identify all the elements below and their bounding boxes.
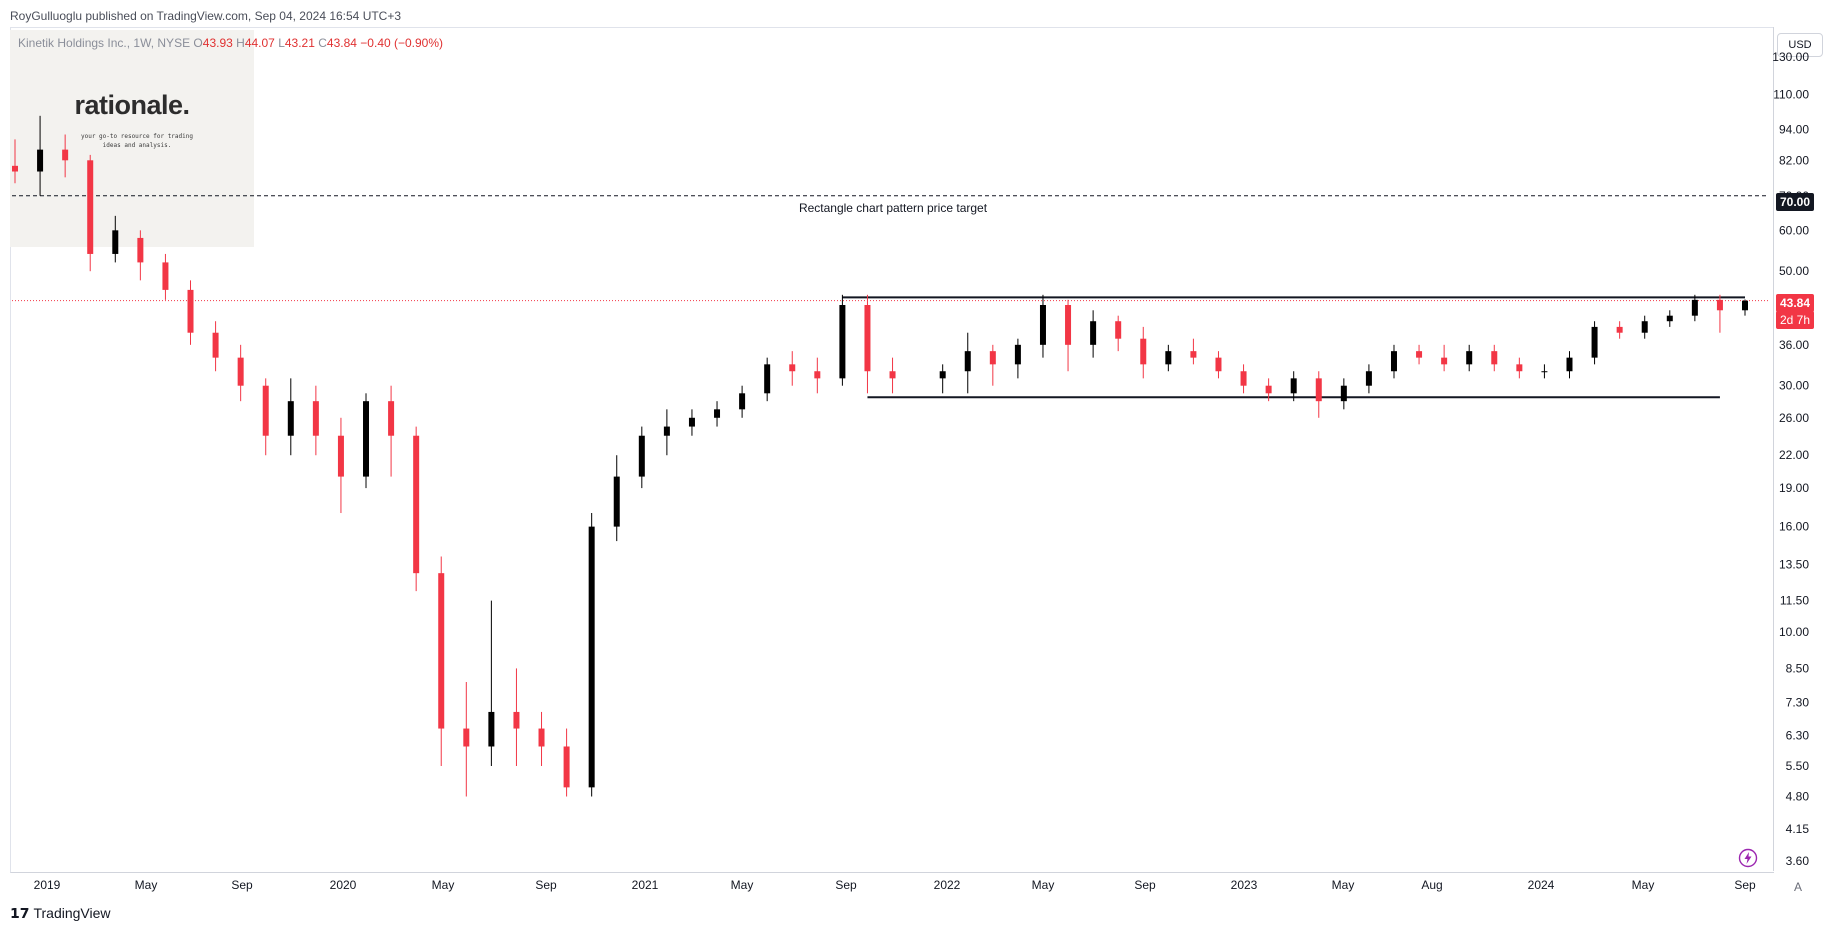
high-label: H	[236, 36, 245, 50]
tradingview-logo-icon: 𝟭𝟳	[10, 905, 30, 921]
x-tick-label: 2021	[632, 878, 659, 892]
x-tick-label: 2022	[934, 878, 961, 892]
change-value: −0.40 (−0.90%)	[360, 36, 444, 50]
open-value: 43.93	[202, 36, 233, 50]
ohlc-legend: Kinetik Holdings Inc., 1W, NYSE O43.93 H…	[18, 36, 443, 50]
x-tick-label: May	[1632, 878, 1655, 892]
footer-brand-text: TradingView	[33, 905, 111, 921]
x-tick-label: Sep	[535, 878, 557, 892]
low-label: L	[278, 36, 285, 50]
x-tick-label: May	[1332, 878, 1355, 892]
x-tick-label: 2020	[330, 878, 357, 892]
low-value: 43.21	[284, 36, 315, 50]
close-value: 43.84	[326, 36, 357, 50]
chart-pane[interactable]	[10, 27, 1774, 873]
symbol-label: Kinetik Holdings Inc., 1W, NYSE	[18, 36, 191, 50]
target-price-label: 70.00	[1776, 193, 1815, 211]
x-tick-label: Aug	[1421, 878, 1442, 892]
top-bar: RoyGulluoglu published on TradingView.co…	[0, 0, 1835, 28]
publisher-info: RoyGulluoglu published on TradingView.co…	[10, 9, 402, 23]
watermark-logo: rationale. your go-to resource for tradi…	[10, 30, 254, 247]
currency-button[interactable]: USD	[1777, 33, 1823, 57]
x-tick-label: May	[135, 878, 158, 892]
x-tick-label: Sep	[835, 878, 857, 892]
footer-brand: 𝟭𝟳 TradingView	[10, 905, 111, 922]
x-tick-label: May	[1032, 878, 1055, 892]
x-tick-label: 2024	[1528, 878, 1555, 892]
x-tick-label: May	[731, 878, 754, 892]
auto-scale-button[interactable]: A	[1793, 880, 1802, 894]
x-tick-label: May	[432, 878, 455, 892]
x-tick-label: 2019	[34, 878, 61, 892]
high-value: 44.07	[244, 36, 275, 50]
close-label: C	[318, 36, 327, 50]
price-axis[interactable]	[1773, 27, 1835, 871]
bar-countdown-label: 2d 7h	[1776, 311, 1815, 329]
x-tick-label: Sep	[1734, 878, 1756, 892]
x-tick-label: Sep	[1134, 878, 1156, 892]
x-tick-label: 2023	[1231, 878, 1258, 892]
lightning-icon[interactable]	[1738, 848, 1758, 868]
watermark-subtitle: your go-to resource for trading ideas an…	[81, 133, 193, 149]
open-label: O	[193, 36, 203, 50]
last-price-label: 43.84	[1776, 294, 1815, 312]
watermark-title: rationale.	[74, 90, 190, 120]
x-tick-label: Sep	[231, 878, 253, 892]
